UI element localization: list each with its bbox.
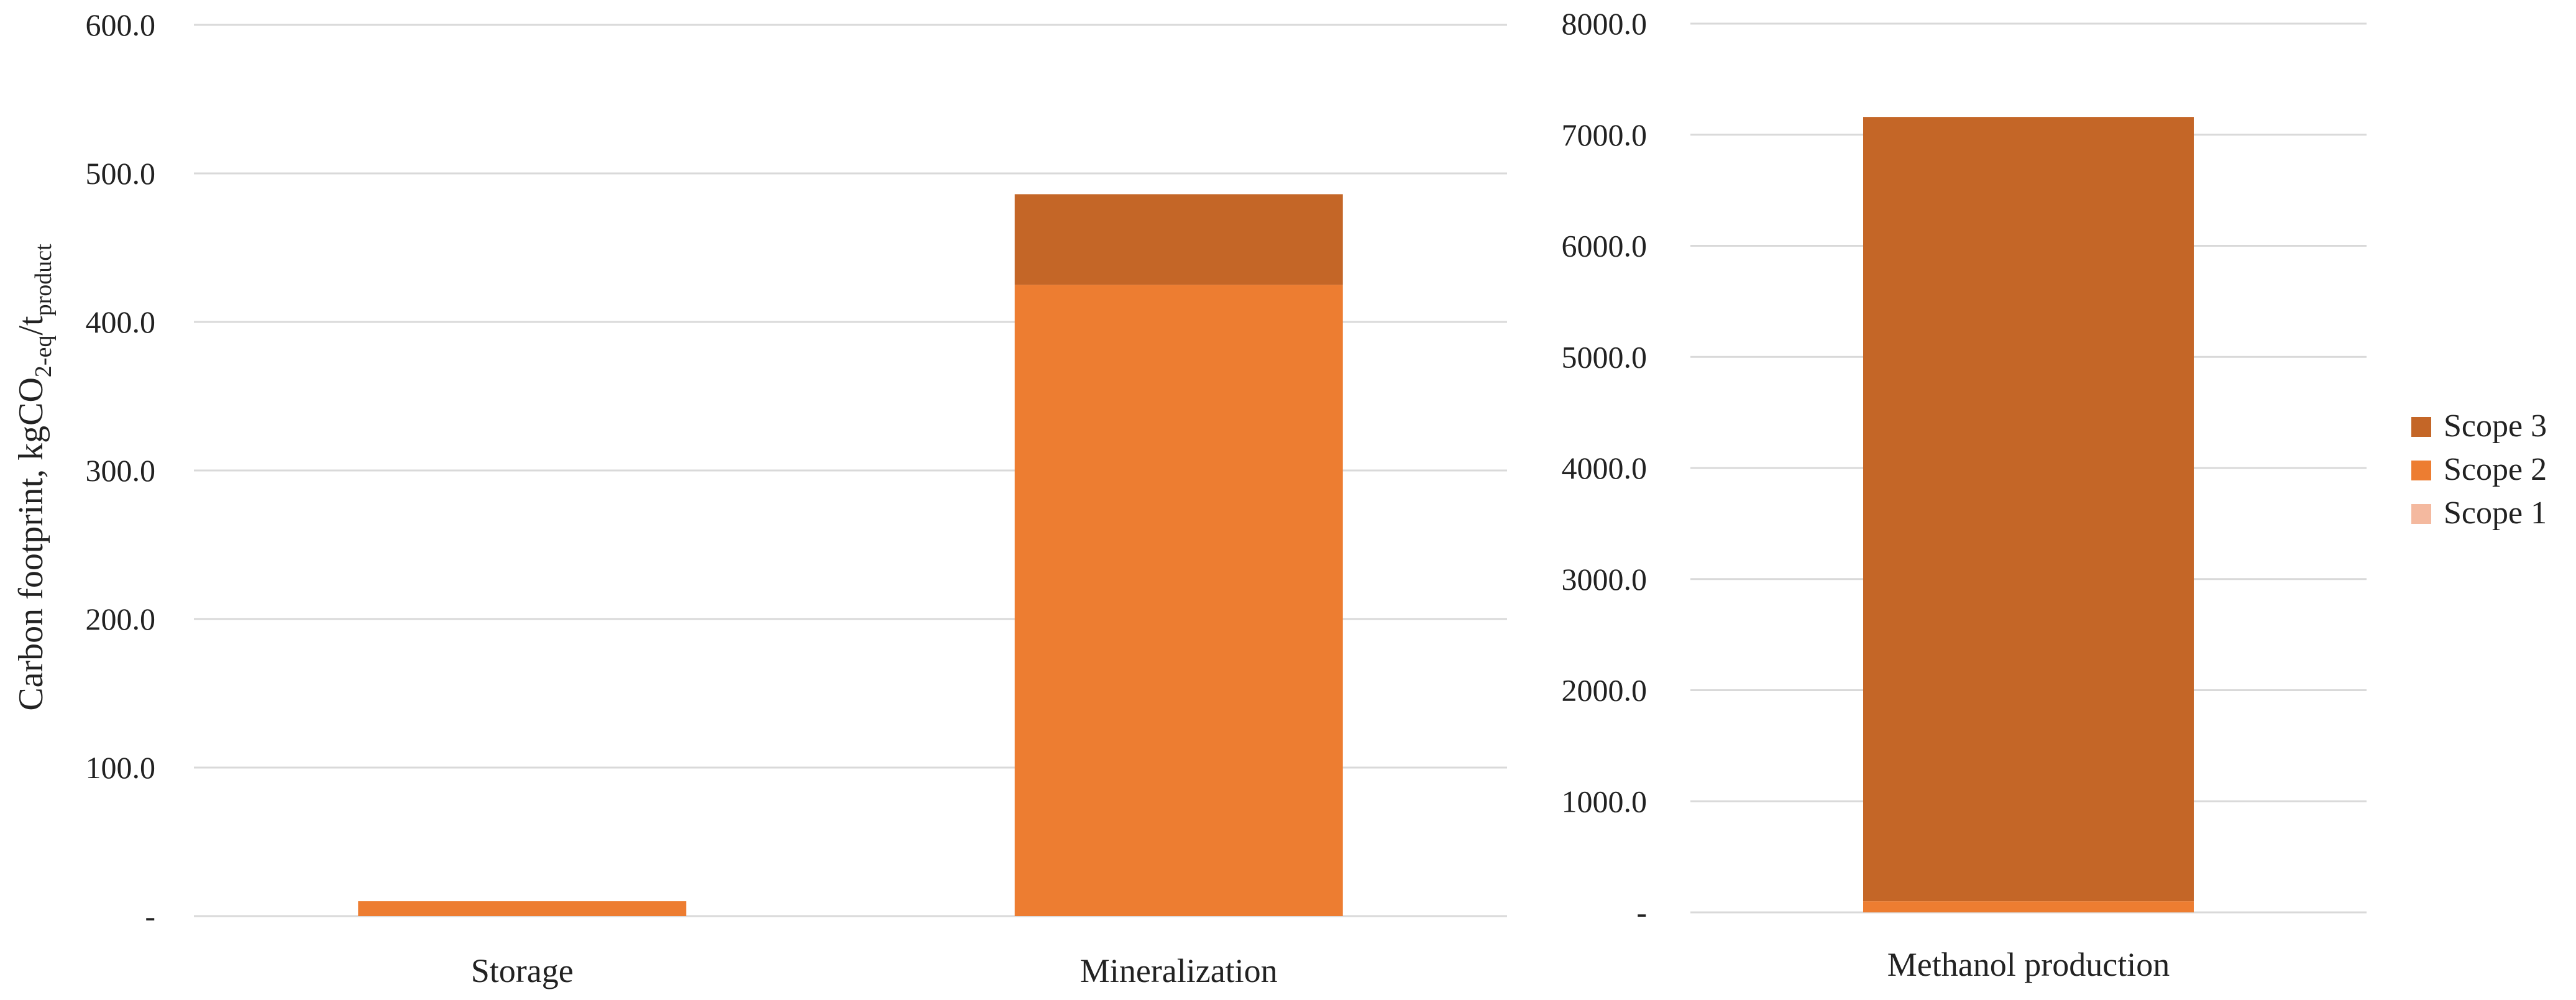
legend-swatch <box>2411 461 2431 480</box>
right-y-tick-label: 3000.0 <box>1562 562 1648 597</box>
legend-label: Scope 1 <box>2444 495 2547 531</box>
y-axis-title-mid: /t <box>12 316 50 336</box>
bar-mineralization-scope-2 <box>1014 285 1343 916</box>
left-panel-category-labels: Storage Mineralization <box>471 952 1278 989</box>
right-y-tick-label: 2000.0 <box>1562 673 1648 708</box>
category-label: Storage <box>471 952 574 989</box>
left-y-tick-label: 200.0 <box>86 602 156 636</box>
legend-label: Scope 3 <box>2444 408 2547 444</box>
y-axis-title-sub1: 2-eq <box>30 336 57 378</box>
left-y-tick-label: 300.0 <box>86 453 156 488</box>
left-y-tick-label: 400.0 <box>86 305 156 339</box>
bar-mineralization-scope-3 <box>1014 194 1343 285</box>
left-panel-gridlines <box>194 24 1507 917</box>
right-y-tick-label: - <box>1636 895 1647 930</box>
y-axis-title-sub2: product <box>30 244 57 316</box>
left-y-tick-label: - <box>145 899 155 933</box>
left-panel-bars <box>358 194 1343 916</box>
legend-swatch <box>2411 504 2431 524</box>
bar-methanol-production-scope-3 <box>1863 117 2194 902</box>
category-label: Mineralization <box>1080 952 1278 989</box>
right-y-tick-label: 7000.0 <box>1562 117 1648 152</box>
right-y-tick-label: 1000.0 <box>1562 784 1648 819</box>
right-y-tick-label: 5000.0 <box>1562 339 1648 374</box>
legend-label: Scope 2 <box>2444 452 2547 487</box>
bar-methanol-production-scope-2 <box>1863 901 2194 912</box>
left-panel-y-tick-labels: - 100.0 200.0 300.0 400.0 500.0 600.0 <box>86 7 156 933</box>
legend: Scope 3 Scope 2 Scope 1 <box>2411 408 2547 531</box>
left-y-tick-label: 100.0 <box>86 750 156 785</box>
right-panel-bars <box>1863 117 2194 912</box>
left-y-tick-label: 500.0 <box>86 156 156 191</box>
left-y-tick-label: 600.0 <box>86 7 156 42</box>
right-panel-y-tick-labels: - 1000.0 2000.0 3000.0 4000.0 5000.0 6000.0 700… <box>1562 6 1648 930</box>
y-axis-title-main: Carbon footprint, kgCO <box>12 377 50 711</box>
right-panel-category-labels: Methanol production <box>1887 946 2170 983</box>
right-y-tick-label: 4000.0 <box>1562 451 1648 485</box>
category-label: Methanol production <box>1887 946 2170 983</box>
y-axis-title: Carbon footprint, kgCO2-eq/tproduct <box>12 244 57 711</box>
bar-storage-scope-2 <box>358 901 687 916</box>
right-y-tick-label: 6000.0 <box>1562 229 1648 264</box>
legend-swatch <box>2411 417 2431 437</box>
right-y-tick-label: 8000.0 <box>1562 6 1648 41</box>
